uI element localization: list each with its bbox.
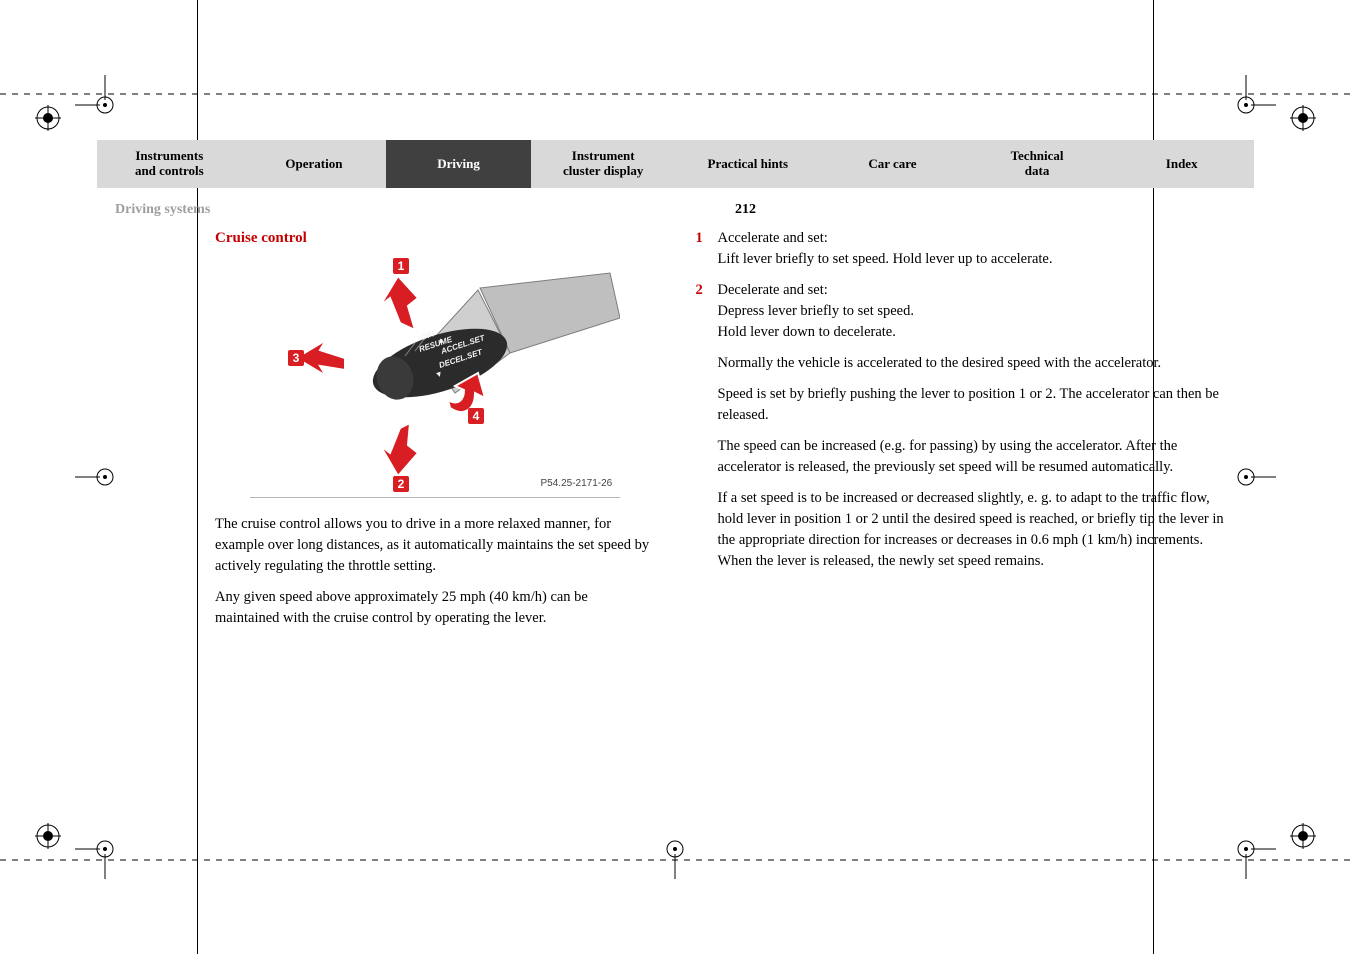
section-title: Cruise control <box>215 228 656 250</box>
fold-guide-top <box>0 93 1351 95</box>
body-text: If a set speed is to be increased or dec… <box>696 488 1237 572</box>
body-text: The cruise control allows you to drive i… <box>215 514 656 577</box>
item-number: 1 <box>696 228 710 270</box>
diagram-label-4: 4 <box>473 409 480 423</box>
tab-label: Car care <box>868 157 916 172</box>
list-item: 2 Decelerate and set: Depress lever brie… <box>696 280 1237 343</box>
nav-tabs: Instruments and controls Operation Drivi… <box>97 140 1254 188</box>
tab-practical-hints[interactable]: Practical hints <box>676 140 821 188</box>
registration-mark <box>1290 105 1316 131</box>
tab-label: Index <box>1166 157 1198 172</box>
tab-instruments-controls[interactable]: Instruments and controls <box>97 140 242 188</box>
item-heading: Decelerate and set: <box>718 282 828 298</box>
registration-mark <box>1290 823 1316 849</box>
diagram-label-3: 3 <box>293 351 300 365</box>
body-text: Any given speed above approximately 25 m… <box>215 587 656 629</box>
item-number: 2 <box>696 280 710 343</box>
item-body: Lift lever briefly to set speed. Hold le… <box>718 251 1053 267</box>
fold-guide-bottom <box>0 859 1351 861</box>
diagram-code: P54.25-2171-26 <box>541 477 613 492</box>
diagram-label-1: 1 <box>398 259 405 273</box>
section-name: Driving systems <box>115 202 210 218</box>
item-heading: Accelerate and set: <box>718 230 828 246</box>
body-text: The speed can be increased (e.g. for pas… <box>696 436 1237 478</box>
body-text: Normally the vehicle is accelerated to t… <box>696 353 1237 374</box>
tab-instrument-cluster[interactable]: Instrument cluster display <box>531 140 676 188</box>
tab-label: Technical data <box>1011 149 1064 179</box>
crop-mark <box>1216 75 1276 135</box>
crop-mark <box>1216 819 1276 879</box>
crop-mark <box>75 819 135 879</box>
page-number: 212 <box>735 202 756 218</box>
item-body: Hold lever down to decelerate. <box>718 324 896 340</box>
diagram-label-2: 2 <box>398 477 405 491</box>
tab-technical-data[interactable]: Technical data <box>965 140 1110 188</box>
subheader: Driving systems 212 <box>97 188 1254 218</box>
crop-mark <box>75 75 135 135</box>
crop-mark <box>645 819 705 879</box>
tab-label: Instrument cluster display <box>563 149 643 179</box>
item-body: Depress lever briefly to set speed. <box>718 303 915 319</box>
tab-operation[interactable]: Operation <box>242 140 387 188</box>
cruise-control-diagram: OFF RESUME ACCEL.SET DECEL.SET ▲ ▼ <box>250 258 620 498</box>
tab-label: Operation <box>285 157 342 172</box>
registration-mark <box>35 105 61 131</box>
body-text: Speed is set by briefly pushing the leve… <box>696 384 1237 426</box>
tab-label: Practical hints <box>708 157 789 172</box>
tab-label: Instruments and controls <box>135 149 204 179</box>
tab-car-care[interactable]: Car care <box>820 140 965 188</box>
tab-index[interactable]: Index <box>1109 140 1254 188</box>
list-item: 1 Accelerate and set: Lift lever briefly… <box>696 228 1237 270</box>
tab-label: Driving <box>437 157 480 172</box>
tab-driving[interactable]: Driving <box>386 140 531 188</box>
registration-mark <box>35 823 61 849</box>
